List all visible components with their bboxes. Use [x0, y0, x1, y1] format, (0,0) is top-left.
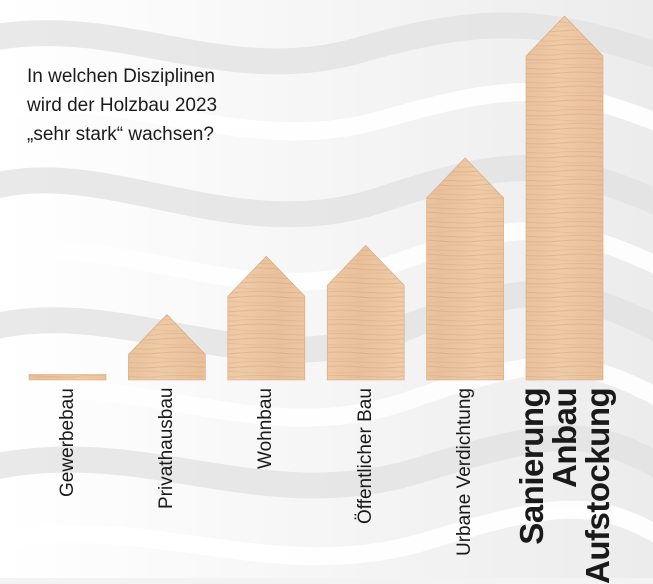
title-line-2: wird der Holzbau 2023: [27, 95, 218, 116]
category-label-2-line-1: Privathausbau: [155, 387, 177, 509]
category-label-4: Öffentlicher Bau: [355, 388, 377, 524]
category-label-3: Wohnbau: [255, 388, 277, 469]
category-label-6-line-2: Anbau: [546, 387, 583, 488]
bars-group: [28, 15, 604, 381]
category-label-5: Urbane Verdichtung: [454, 388, 476, 556]
bar-5: [426, 157, 504, 381]
bar-6: [525, 15, 604, 381]
category-label-3-line-1: Wohnbau: [255, 388, 277, 469]
category-label-5-line-1: Urbane Verdichtung: [454, 388, 476, 556]
title-line-1: In welchen Disziplinen: [27, 66, 215, 87]
category-label-1: Gewerbebau: [57, 388, 79, 497]
category-label-6-line-3: Aufstockung: [579, 387, 616, 584]
category-label-1-line-1: Gewerbebau: [56, 388, 78, 497]
category-label-6: Sanierung Anbau Aufstockung: [513, 387, 616, 584]
category-label-2: Privathausbau: [156, 388, 178, 509]
chart-title: In welchen Disziplinen wird der Holzbau …: [27, 62, 327, 149]
title-line-3: „sehr stark“ wachsen?: [27, 124, 214, 145]
category-label-4-line-1: Öffentlicher Bau: [354, 388, 376, 524]
bar-1: [28, 374, 107, 381]
bar-3: [227, 255, 306, 381]
bar-2: [128, 314, 206, 381]
category-label-6-line-1: Sanierung: [513, 387, 550, 545]
bar-4: [326, 244, 405, 381]
